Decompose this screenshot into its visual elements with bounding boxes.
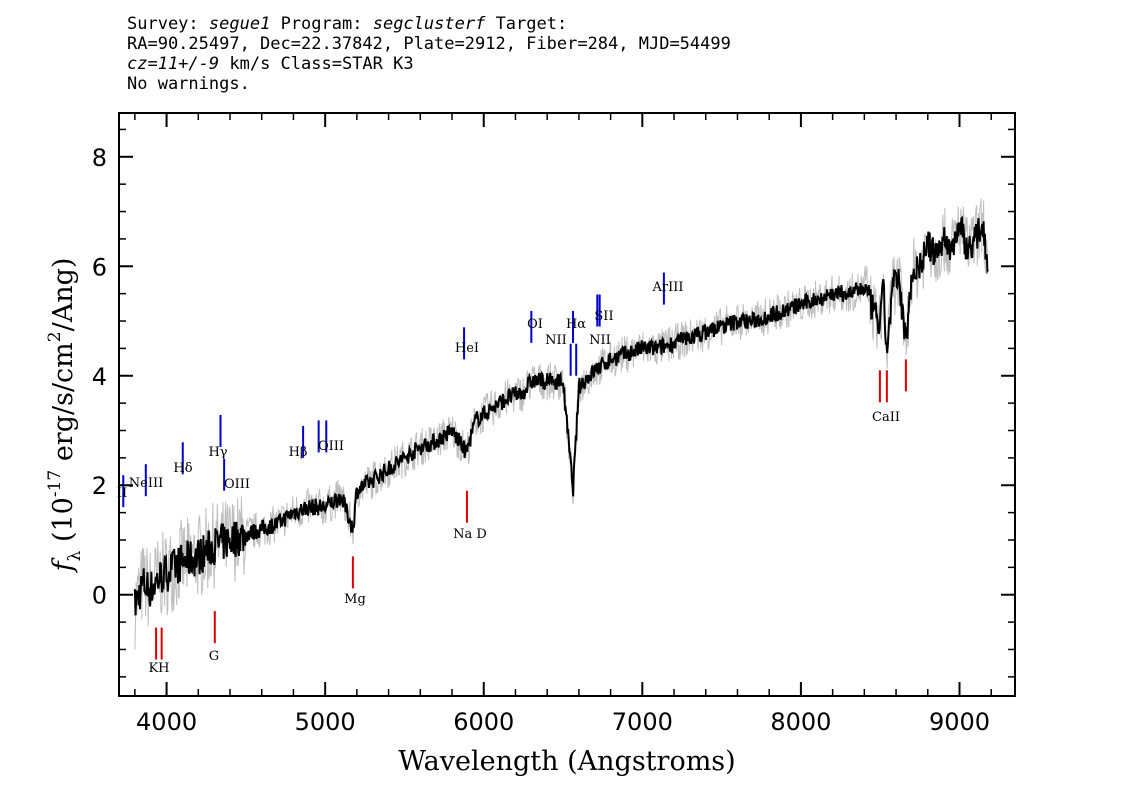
x-tick-label: 4000 [136,708,197,736]
emission-line-label: Hα [566,317,586,332]
class-text: km/s Class=STAR K3 [219,54,414,74]
emission-line-label: II [117,486,127,501]
header-line-3: cz=11+/-9 km/s Class=STAR K3 [127,54,731,74]
program-value: segclusterf [372,14,486,34]
emission-line-label: NII [589,333,611,348]
y-tick-label: 2 [92,472,107,500]
plot-frame [118,112,1016,697]
absorption-line-label: CaII [872,410,900,425]
target-label: Target: [495,14,568,34]
y-tick-label: 0 [92,582,107,610]
spectrum-header: Survey: segue1 Program: segclusterf Targ… [127,14,731,94]
emission-line-label: Hβ [289,445,308,460]
absorption-line-label: Mg [344,592,366,607]
emission-line-label: Hγ [208,445,227,460]
absorption-line-label: G [209,649,219,664]
emission-line-label: OIII [318,439,344,454]
absorption-line-label: Na D [453,527,487,542]
emission-line-label: OIII [224,477,250,492]
x-tick-label: 5000 [295,708,356,736]
header-line-2: RA=90.25497, Dec=22.37842, Plate=2912, F… [127,34,731,54]
survey-value: segue1 [208,14,271,34]
y-tick-label: 6 [92,253,107,281]
header-line-4: No warnings. [127,74,250,94]
x-tick-label: 8000 [770,708,831,736]
noise-band [134,198,989,650]
header-line-1: Survey: segue1 Program: segclusterf Targ… [127,14,731,34]
flux-series [133,215,989,616]
survey-label: Survey: [127,14,199,34]
absorption-line-label: KH [148,661,169,676]
program-label: Program: [280,14,363,34]
emission-line-label: ArIII [651,280,683,295]
x-tick-label: 9000 [929,708,990,736]
emission-line-label: NeIII [129,476,163,491]
x-tick-label: 7000 [612,708,673,736]
axis-ticks: 4000 5000 6000 7000 8000 9000 0 2 4 6 8 [92,113,1015,736]
noise-line [134,198,989,650]
cz-value: cz=11+/-9 [127,54,220,74]
y-tick-label: 8 [92,144,107,172]
flux-line [133,215,989,616]
emission-line-label: SII [594,309,613,324]
x-tick-label: 6000 [453,708,514,736]
y-axis-label: fλ (10-17 erg/s/cm2/Ang) [45,258,85,574]
emission-line-label: OI [527,317,543,332]
x-axis-label: Wavelength (Angstroms) [398,746,735,777]
emission-line-label: HeI [455,341,479,356]
y-tick-label: 4 [92,363,107,391]
emission-line-label: NII [545,333,567,348]
emission-line-label: Hδ [173,461,192,476]
